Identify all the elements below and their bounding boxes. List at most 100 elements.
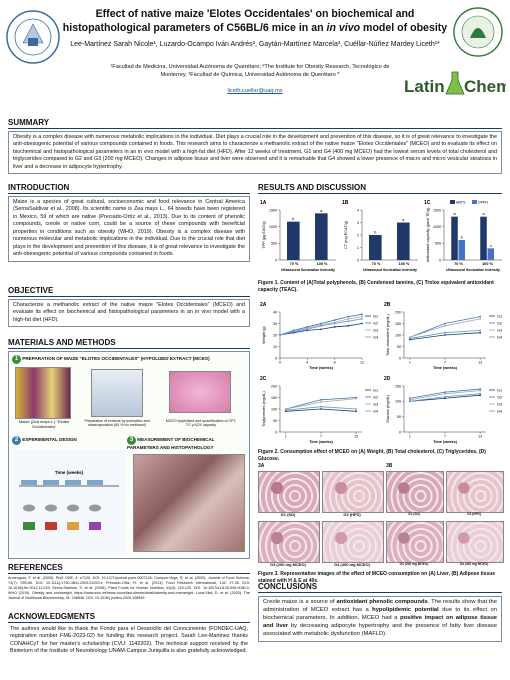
y-tick-label: 3 [357,221,359,225]
y-tick-label: 500 [435,242,441,246]
legend-label: G1 [373,388,378,392]
email[interactable]: liceth.cuellar@uaq.mx [227,88,283,94]
maize-photo [15,367,71,419]
step-number: 2 [12,436,21,445]
experimental-design: Time (weeks) [13,450,125,554]
conclusions-text: Creole maize is a source of antioxidant … [258,596,502,642]
y-tick-label: 1000 [269,225,277,229]
step-caption: Maize (Zea mays L.) "Elotes Occidentales… [18,419,70,429]
x-tick-label: 7 [444,361,446,365]
histology-image [322,471,384,513]
image-label: G3 (200 mg MCEO) [399,562,429,566]
authors: Lee-Martínez Sarah Nicole¹, Luzardo-Ocam… [70,41,440,48]
step-caption: Preparation of extracts by sonication an… [84,419,150,427]
point [347,318,350,320]
acknowledgments-text: The authors would like to thank the Fond… [10,626,248,655]
section-heading: OBJECTIVE [8,286,250,297]
histology-image [322,521,384,563]
x-tick-label: 1 [285,435,287,439]
point [333,319,336,321]
y-tick-label: 50 [397,345,401,349]
y-tick-label: 200 [271,384,277,388]
point [479,315,482,318]
x-axis-label: Time (weeks) [309,440,334,444]
point [355,410,358,413]
legend-swatch [450,200,455,204]
image-label: G2 (HFD) [343,512,361,517]
y-axis-label: Antioxidant capacity (µmol TE/g) [426,207,430,262]
panel-label: 2B [384,302,391,308]
significance-letter: a [482,211,485,216]
x-axis-label: Time (weeks) [309,366,334,370]
figure-caption: Figure 1. Content of (A)Total polyphenol… [258,280,494,293]
text-run: due to its effect on biochemical paramet… [263,606,497,621]
image-label: G4 (400 mg MCEO) [333,562,370,567]
significance-letter: a [402,217,405,222]
latin-chem-logo: Latin Chem [402,68,510,100]
y-tick-label: 200 [395,310,401,314]
text-run: by decreasing adipocyte hypertrophy and … [263,622,497,637]
extract-photo [169,371,231,413]
histology-image [258,471,320,513]
x-tick-label: 70 % [372,262,381,266]
histology-image [386,471,444,513]
significance-letter: c [490,243,492,248]
x-tick-label: 100 % [317,262,328,266]
bar [397,222,410,260]
bar [369,235,382,260]
y-tick-label: 150 [395,384,401,388]
image-label: G4 (400 mg MCEO) [459,562,489,566]
significance-letter: b [374,230,377,235]
point [444,397,446,400]
step-number: 3 [127,436,136,445]
significance-letter: a [453,211,456,216]
histology-image [258,521,320,563]
title-italic: in vivo [326,21,361,34]
y-tick-label: 0 [275,430,277,434]
figure-caption: Figure 2. Consumption effect of MCEO on … [258,449,486,462]
point [279,334,281,336]
histology-image [386,521,444,563]
legend-label: G4 [373,409,378,413]
highlight: positive impact on adipose tissue and li… [263,614,497,629]
x-axis-label: Time (weeks) [433,366,458,370]
y-axis-label: Weight (g) [262,326,266,344]
y-tick-label: 100 [271,407,277,411]
step-title: EXPERIMENTAL DESIGN [22,437,77,442]
highlight: antioxidant phenolic compounds [336,599,428,605]
point [444,334,446,336]
figure-caption: Figure 3. Representative images of the e… [258,571,496,584]
legend-label: G3 [497,328,502,332]
y-tick-label: 0 [275,258,277,262]
y-tick-label: 500 [271,242,277,246]
text-run: . The results show that the administrati… [263,599,497,613]
panel-label: 2D [384,376,391,382]
bar [458,240,466,260]
legend-label: G1 [373,314,378,318]
university-logo [6,10,60,64]
title-line: model of obesity [360,21,448,34]
point [408,400,411,403]
x-tick-label: 70 % [290,262,299,266]
point [347,315,350,318]
point [479,388,482,390]
y-tick-label: 4 [357,208,359,212]
significance-letter: b [461,235,464,240]
point [479,392,482,395]
summary-text: Obesity is a complex disease with numero… [8,131,502,175]
point [355,397,358,400]
y-tick-label: 2 [357,233,359,237]
section-heading: ACKNOWLEDGMENTS [8,612,250,623]
step-title: PREPARATION OF MAIZE "ELOTES OCCIDENTALE… [22,356,210,361]
point [479,331,482,334]
point [408,398,411,401]
x-tick-label: 100 % [399,262,410,266]
y-tick-label: 1500 [269,208,277,212]
legend-label: G3 [373,402,378,406]
section-heading: MATERIALS AND METHODS [8,338,250,349]
figure-panel: 2B Total cholesterol (mg/dL) 0 50 100 150 200 1… [384,302,502,370]
point [444,392,446,395]
x-tick-label: 13 [478,361,482,365]
